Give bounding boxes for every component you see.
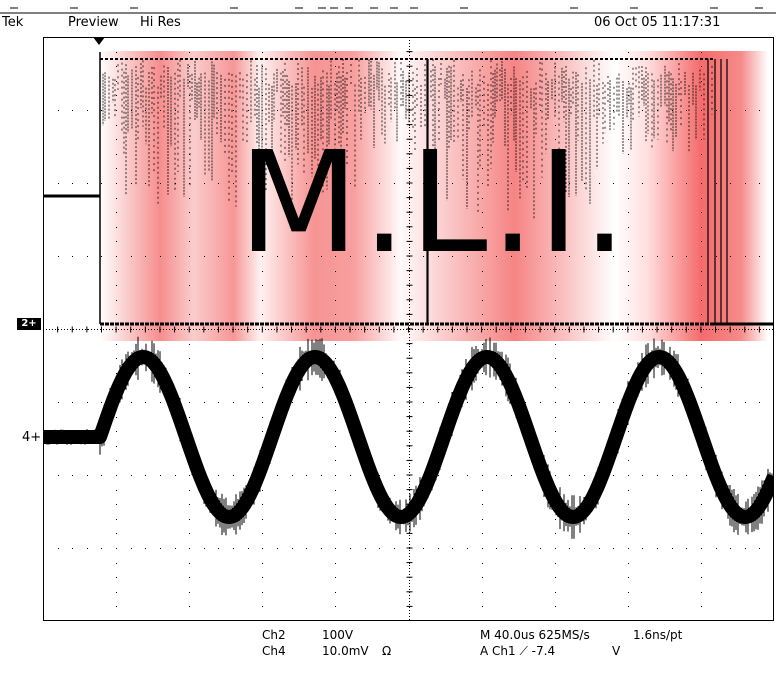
acquisition-label: Hi Res [140, 15, 181, 30]
ch2-name: Ch2 [262, 628, 286, 642]
mli-banner: M.L.I. [100, 51, 768, 341]
scope-screen: M.L.I. [43, 37, 774, 621]
graticule [43, 37, 774, 621]
ch4-sine-trace [43, 336, 774, 539]
horizontal-readout: M 40.0us 625MS/s [480, 628, 590, 642]
ch2-pwm-trace [43, 52, 774, 326]
ch4-marker[interactable]: 4+ [22, 430, 42, 445]
top-dashes [0, 7, 776, 14]
trigger-readout: A Ch1 ⟋ -7.4 [480, 644, 556, 658]
ch4-name: Ch4 [262, 644, 286, 658]
timestamp-label: 06 Oct 05 11:17:31 [594, 15, 721, 30]
mode-label: Preview [68, 15, 119, 30]
mli-overlay-text: M.L.I. [238, 122, 630, 285]
scope-plot [43, 37, 774, 621]
ch4-scale: 10.0mV [322, 644, 369, 658]
ch2-scale: 100V [322, 628, 354, 642]
trigger-unit: V [612, 644, 621, 658]
trigger-position-icon [93, 37, 105, 45]
brand-label: Tek [2, 15, 24, 30]
resolution-readout: 1.6ns/pt [633, 628, 683, 642]
ch4-impedance-unit: Ω [382, 644, 392, 658]
ch2-marker[interactable]: 2+ [17, 318, 41, 330]
